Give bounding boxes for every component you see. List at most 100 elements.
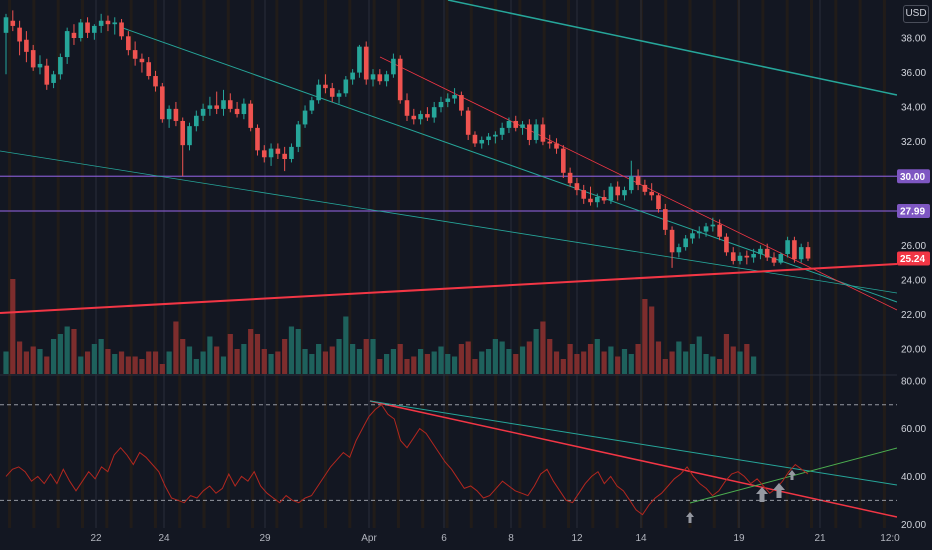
- volume-bar: [594, 339, 600, 374]
- candle-body: [3, 17, 9, 33]
- rsi-axis-bg: [897, 376, 932, 541]
- volume-bar: [322, 351, 329, 374]
- support-line-red[interactable]: [0, 263, 898, 314]
- volume-bar: [112, 354, 118, 374]
- rsi-trendline-red[interactable]: [369, 400, 898, 518]
- candle-body: [465, 110, 471, 135]
- time-tick: 6: [441, 533, 447, 544]
- candle-body: [601, 197, 607, 201]
- volume-bar: [248, 329, 254, 374]
- price-tick: 36.00: [901, 68, 926, 79]
- candle-body: [92, 25, 97, 33]
- candle-body: [662, 209, 668, 230]
- candle-body: [234, 108, 240, 115]
- session-band: [105, 0, 109, 541]
- candle-body: [227, 100, 233, 109]
- rsi-axis[interactable]: 80.00 60.00 40.00 20.00: [897, 376, 932, 541]
- candle-body: [255, 127, 260, 151]
- volume-bar: [118, 351, 125, 374]
- volume-bar: [649, 306, 655, 374]
- candle-body: [363, 46, 369, 80]
- volume-bar: [186, 346, 193, 374]
- candles: [3, 10, 811, 268]
- session-band: [396, 0, 400, 541]
- volume-bar: [282, 339, 288, 374]
- candle-body: [24, 39, 29, 52]
- candle-body: [472, 134, 478, 144]
- candle-body: [710, 224, 716, 227]
- candle-body: [132, 50, 138, 59]
- volume-bar: [574, 354, 580, 374]
- candle-body: [425, 114, 430, 118]
- candle-body: [751, 254, 756, 258]
- volume-bar: [526, 341, 532, 374]
- candle-body: [370, 74, 376, 80]
- volume-bar: [655, 341, 662, 374]
- candle-body: [574, 183, 580, 191]
- volume-bar: [485, 349, 492, 374]
- candle-body: [64, 31, 70, 58]
- trendline-long-green[interactable]: [0, 150, 898, 294]
- volume-bar: [363, 339, 369, 374]
- volume-bars: [3, 279, 757, 374]
- candle-body: [85, 22, 90, 33]
- candle-body: [10, 20, 16, 26]
- rsi-arrows: [686, 470, 796, 523]
- candle-body: [411, 115, 417, 120]
- currency-button[interactable]: USD: [903, 5, 929, 23]
- session-band: [421, 0, 425, 541]
- volume-bar: [384, 354, 390, 374]
- candle-body: [295, 124, 301, 147]
- trendline-top-green[interactable]: [447, 0, 898, 96]
- candle-body: [384, 74, 389, 82]
- session-band: [882, 0, 886, 541]
- price-tick: 32.00: [901, 137, 926, 148]
- volume-bar: [159, 364, 165, 374]
- candle-body: [703, 226, 709, 232]
- volume-bar: [472, 359, 478, 374]
- volume-bar: [261, 349, 267, 374]
- rsi-levels: [0, 404, 897, 501]
- candle-body: [628, 176, 634, 191]
- volume-bar: [492, 339, 498, 374]
- candle-body: [105, 20, 111, 25]
- session-band: [591, 0, 595, 541]
- candle-body: [275, 148, 281, 154]
- candle-body: [126, 36, 131, 51]
- volume-bar: [710, 356, 716, 374]
- volume-bar: [343, 316, 349, 374]
- volume-bar: [751, 356, 757, 374]
- candle-body: [248, 103, 253, 128]
- candle-body: [98, 20, 104, 26]
- candle-body: [486, 136, 491, 140]
- time-tick: 21: [814, 533, 826, 544]
- volume-bar: [275, 351, 281, 374]
- candle-body: [78, 22, 84, 39]
- time-axis[interactable]: 22 24 29 Apr 6 8 12 14 19 21 12:0: [0, 528, 932, 550]
- volume-bar: [234, 349, 240, 374]
- volume-bar: [730, 346, 736, 374]
- volume-bar: [553, 351, 560, 374]
- volume-bar: [642, 299, 648, 374]
- candle-body: [642, 184, 648, 192]
- session-band: [32, 0, 36, 541]
- candle-body: [452, 95, 457, 99]
- volume-bar: [302, 349, 308, 374]
- time-axis-bg: [0, 528, 932, 550]
- price-tick: 38.00: [901, 34, 926, 45]
- candle-body: [669, 229, 675, 253]
- session-band: [567, 0, 570, 541]
- rsi-pane[interactable]: [0, 400, 898, 523]
- volume-bar: [132, 356, 138, 374]
- volume-bar: [207, 336, 213, 374]
- volume-bar: [23, 351, 29, 374]
- volume-bar: [615, 356, 621, 374]
- candle-body: [459, 95, 464, 111]
- volume-bar: [397, 344, 403, 374]
- volume-bar: [669, 351, 675, 374]
- candle-body: [764, 248, 770, 258]
- volume-bar: [458, 344, 464, 374]
- volume-bar: [587, 344, 594, 374]
- session-band: [834, 0, 838, 541]
